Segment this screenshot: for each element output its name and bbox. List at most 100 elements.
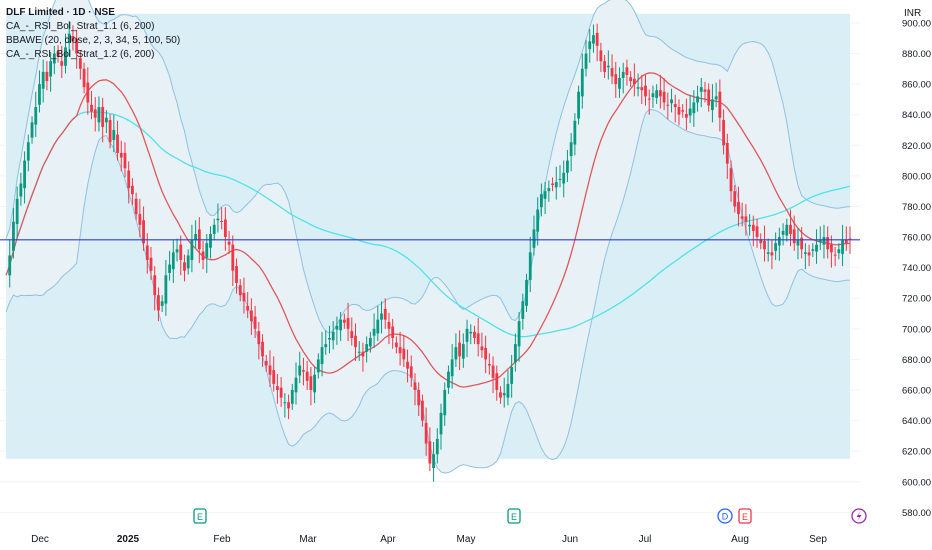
candle-body [71, 35, 75, 42]
candle-body [662, 91, 666, 103]
candle-body [547, 188, 551, 192]
candle-body [651, 93, 655, 98]
candle-body [777, 237, 781, 246]
candle-body [495, 373, 499, 390]
candle-body [67, 33, 71, 43]
svg-text:D: D [722, 512, 729, 522]
candle-body [276, 386, 279, 390]
candle-body [8, 255, 12, 276]
candle-body [755, 226, 759, 238]
candle-body [194, 234, 198, 241]
candle-body [811, 249, 815, 251]
time-axis[interactable]: Dec 2025 Feb Mar Apr May Jun Jul Aug Sep [31, 534, 827, 545]
candle-body [19, 183, 23, 197]
time-tick-label: Apr [380, 534, 396, 545]
earnings-icon[interactable]: E [507, 508, 521, 524]
bollinger-bands [5, 0, 851, 474]
candle-body [376, 319, 380, 334]
candle-body [157, 295, 160, 311]
candle-body [766, 252, 770, 254]
candle-body [729, 168, 733, 192]
candle-body [428, 441, 432, 464]
candle-body [257, 331, 261, 345]
price-tick-label: 760.00 [902, 233, 931, 244]
earnings-icon[interactable]: E [193, 508, 207, 524]
price-tick-label: 860.00 [902, 80, 931, 91]
candle-body [703, 89, 707, 92]
candle-body [186, 255, 190, 269]
candle-body [30, 122, 34, 138]
candle-body [290, 390, 294, 404]
candle-body [480, 346, 484, 351]
candle-body [350, 331, 354, 338]
price-axis-background [860, 0, 932, 550]
candle-body [391, 326, 395, 338]
candle-body [815, 244, 818, 252]
candle-body [751, 224, 755, 231]
candle-body [205, 243, 209, 258]
candle-body [231, 244, 235, 271]
candle-body [354, 335, 357, 348]
candle-body [134, 198, 138, 215]
candle-body [685, 113, 688, 118]
candle-body [413, 382, 417, 390]
symbol-title[interactable]: DLF Limited · 1D · NSE [6, 7, 115, 18]
candle-body [365, 344, 369, 352]
candle-body [183, 262, 186, 271]
candle-body [610, 68, 614, 77]
candle-body [770, 252, 774, 256]
candle-body [328, 338, 331, 340]
candle-body [279, 387, 283, 398]
candle-body [566, 160, 569, 173]
time-tick-label: Jun [562, 534, 578, 545]
indicator-legend-1[interactable]: CA_-_RSI_Bol_Strat_1.1 (6, 200) [6, 21, 155, 32]
candle-body [101, 107, 105, 127]
candle-body [41, 71, 45, 89]
indicator-legend-3[interactable]: CA_-_RSI_Bol_Strat_1.2 (6, 200) [6, 49, 155, 60]
dividend-icon[interactable]: D [717, 508, 733, 524]
candle-body [592, 35, 595, 44]
candle-body [402, 348, 406, 360]
candle-body [711, 99, 714, 111]
candle-body [644, 85, 647, 97]
candle-body [830, 244, 833, 253]
event-markers[interactable]: E E D E [193, 508, 867, 524]
candle-body [93, 109, 97, 118]
flash-icon[interactable] [851, 508, 867, 524]
candle-body [584, 53, 588, 69]
candle-body [502, 393, 506, 396]
candle-body [90, 104, 93, 112]
candle-body [12, 221, 15, 251]
candle-body [558, 178, 562, 180]
candle-body [469, 331, 473, 334]
candle-body [513, 344, 517, 363]
candle-body [833, 254, 837, 256]
candle-body [699, 87, 703, 92]
candle-body [707, 89, 711, 106]
candle-body [108, 120, 112, 143]
candle-body [190, 240, 194, 260]
candle-body [435, 438, 439, 455]
candle-body [175, 249, 179, 253]
price-axis[interactable]: 580.00 600.00 620.00 640.00 660.00 680.00 700.… [860, 0, 932, 550]
time-tick-label: Sep [809, 534, 827, 545]
candle-body [543, 191, 547, 199]
candle-body [305, 371, 309, 381]
candle-body [253, 316, 257, 329]
candle-body [606, 65, 610, 68]
price-tick-label: 880.00 [902, 49, 931, 60]
candle-body [201, 251, 205, 260]
candle-body [424, 422, 428, 444]
candle-body [346, 318, 350, 329]
candle-body [458, 342, 462, 357]
candle-body [733, 191, 737, 207]
candle-body [268, 365, 272, 375]
candle-body [625, 67, 629, 75]
candle-body [588, 41, 592, 49]
indicator-legend-2[interactable]: BBAWE (20, close, 2, 3, 34, 5, 100, 50) [6, 35, 181, 46]
candle-body [138, 214, 142, 225]
candle-body [261, 341, 264, 357]
candle-body [525, 279, 528, 306]
earnings-icon[interactable]: E [738, 508, 752, 524]
